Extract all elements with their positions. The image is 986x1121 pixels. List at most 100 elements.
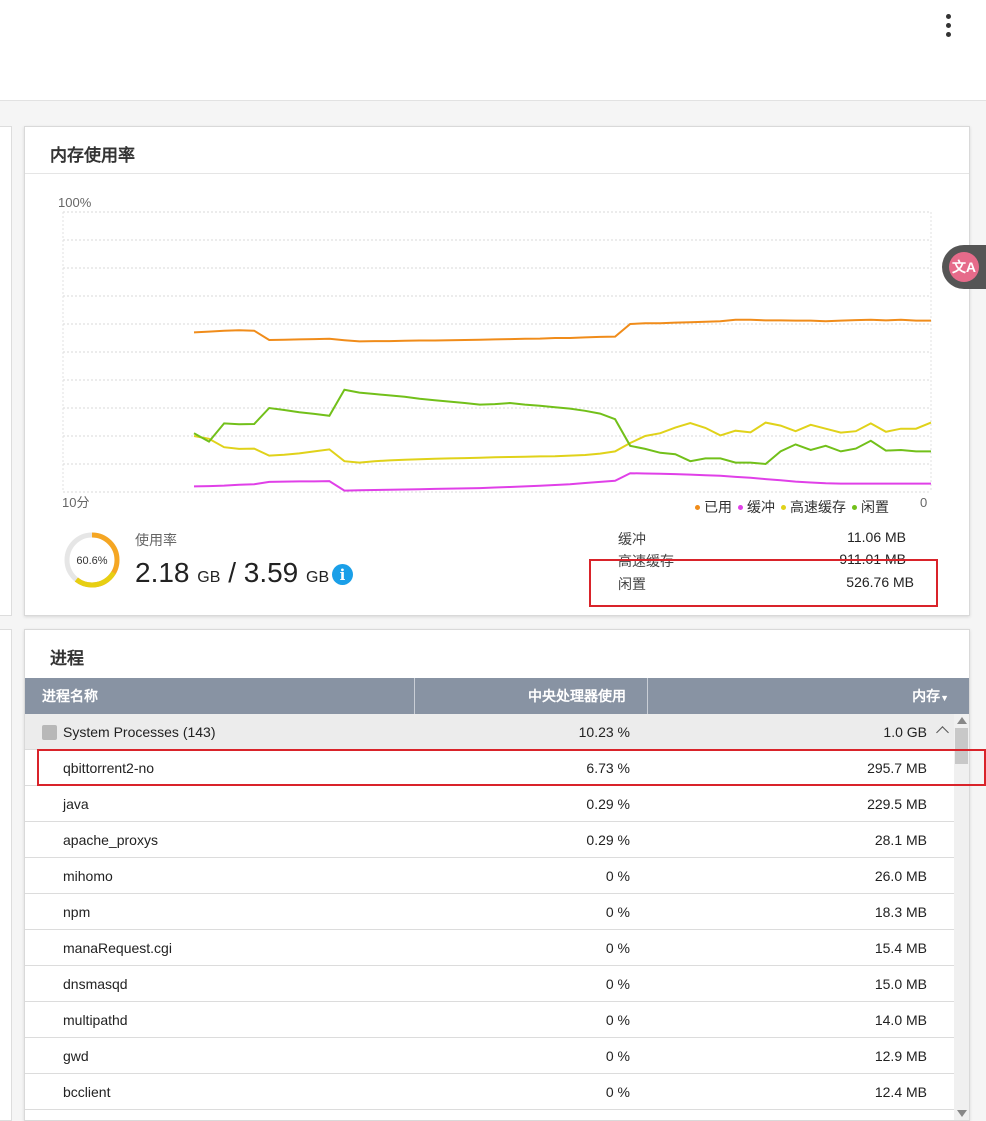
process-group-row[interactable]: System Processes (143) 10.23 % 1.0 GB (25, 714, 955, 750)
stat-value-cache: 911.01 MB (839, 551, 906, 567)
group-cpu: 10.23 % (578, 724, 630, 740)
legend-item-free[interactable]: 闲置 (852, 497, 889, 517)
process-row[interactable]: manaRequest.cgi 0 % 15.4 MB (25, 930, 955, 966)
series-line-used (193, 318, 931, 343)
usage-label: 使用率 (135, 532, 177, 548)
used-memory-unit: GB (197, 569, 221, 586)
used-memory: 2.18 (135, 557, 190, 588)
process-cpu: 0 % (605, 1084, 630, 1100)
scrollbar-thumb[interactable] (955, 728, 968, 764)
system-processes-icon (42, 725, 57, 740)
column-header-memory[interactable]: 内存▼ (885, 678, 949, 714)
column-header-cpu[interactable]: 中央处理器使用率 (528, 688, 626, 740)
process-card: 进程 进程名称 中央处理器使用率 内存▼ System Processes (1… (24, 629, 970, 1121)
legend-dot-used (695, 504, 700, 510)
left-card-bottom (0, 629, 12, 1121)
scroll-down-icon[interactable] (957, 1110, 967, 1117)
process-memory: 295.7 MB (867, 760, 927, 776)
process-row[interactable]: bcclient 0 % 12.4 MB (25, 1074, 955, 1110)
legend-dot-cache (781, 504, 786, 510)
y-axis-top-label: 100% (58, 195, 92, 210)
total-memory-unit: GB (306, 569, 330, 586)
process-row[interactable]: java 0.29 % 229.5 MB (25, 786, 955, 822)
series-line-buffer (193, 472, 931, 492)
process-row[interactable]: qbittorrent2-no 6.73 % 295.7 MB (25, 750, 955, 786)
sort-desc-icon: ▼ (940, 693, 949, 703)
process-cpu: 0 % (605, 1048, 630, 1064)
process-memory: 18.3 MB (874, 904, 927, 920)
process-row[interactable]: multipathd 0 % 14.0 MB (25, 1002, 955, 1038)
process-memory: 15.4 MB (874, 940, 927, 956)
process-memory: 26.0 MB (874, 868, 927, 884)
process-memory: 12.4 MB (874, 1084, 927, 1100)
process-scrollbar[interactable] (954, 714, 969, 1120)
y-axis-bottom-label: 0 (920, 495, 927, 510)
top-bar (0, 0, 986, 101)
process-name: manaRequest.cgi (63, 940, 172, 956)
process-name: npm (63, 904, 91, 920)
stat-label-buffer: 缓冲 (618, 531, 646, 547)
process-cpu: 0 % (605, 976, 630, 992)
process-name: java (63, 796, 89, 812)
stat-value-free: 526.76 MB (846, 574, 914, 590)
process-table-header: 进程名称 中央处理器使用率 内存▼ (25, 678, 969, 740)
process-name: dnsmasqd (63, 976, 128, 992)
legend-dot-buffer (738, 504, 743, 510)
process-cpu: 6.73 % (586, 760, 630, 776)
process-name: qbittorrent2-no (63, 760, 155, 776)
translate-button[interactable]: 文A (942, 245, 986, 289)
legend-label-free: 闲置 (861, 499, 889, 515)
legend-dot-free (852, 504, 857, 510)
usage-donut: 60.6% (64, 532, 120, 588)
stat-label-free: 闲置 (618, 576, 646, 592)
process-row[interactable]: apache_proxys 0.29 % 28.1 MB (25, 822, 955, 858)
process-cpu: 0.29 % (586, 796, 630, 812)
process-memory: 229.5 MB (867, 796, 927, 812)
memory-usage-chart: 100% 10分 0 (58, 195, 932, 510)
process-name: apache_proxys (63, 832, 158, 848)
group-memory: 1.0 GB (883, 724, 927, 740)
series-line-free (193, 388, 931, 466)
process-row[interactable]: gwd 0 % 12.9 MB (25, 1038, 955, 1074)
process-memory: 15.0 MB (874, 976, 927, 992)
process-name: gwd (63, 1048, 89, 1064)
process-row[interactable]: mihomo 0 % 26.0 MB (25, 858, 955, 894)
process-name: multipathd (63, 1012, 128, 1028)
process-cpu: 0 % (605, 904, 630, 920)
legend-label-used: 已用 (704, 499, 732, 515)
process-memory: 14.0 MB (874, 1012, 927, 1028)
memory-usage-card: 内存使用率 100% 10分 0 已用 缓冲 高速缓存 闲置 60.6% 使用率… (24, 126, 970, 616)
column-divider (647, 678, 648, 714)
info-icon[interactable]: i (332, 564, 353, 585)
series-line-cache (193, 421, 932, 464)
process-cpu: 0 % (605, 940, 630, 956)
column-divider (414, 678, 415, 714)
translate-icon: 文A (949, 252, 979, 282)
x-axis-left-label: 10分 (62, 495, 89, 510)
legend-item-used[interactable]: 已用 (695, 497, 732, 517)
process-cpu: 0.29 % (586, 832, 630, 848)
collapse-chevron-icon[interactable] (936, 726, 949, 739)
process-row[interactable]: npm 0 % 18.3 MB (25, 894, 955, 930)
scroll-up-icon[interactable] (957, 717, 967, 724)
legend-item-cache[interactable]: 高速缓存 (781, 497, 846, 517)
stat-value-buffer: 11.06 MB (847, 529, 906, 545)
process-memory: 12.9 MB (874, 1048, 927, 1064)
process-cpu: 0 % (605, 868, 630, 884)
column-header-name[interactable]: 进程名称 (42, 688, 98, 704)
process-row[interactable]: dnsmasqd 0 % 15.0 MB (25, 966, 955, 1002)
process-name: bcclient (63, 1084, 111, 1100)
legend-item-buffer[interactable]: 缓冲 (738, 497, 775, 517)
usage-value: 2.18 GB / 3.59 GB (135, 557, 329, 589)
memory-card-title: 内存使用率 (50, 146, 135, 165)
legend-label-cache: 高速缓存 (790, 499, 846, 515)
chart-legend: 已用 缓冲 高速缓存 闲置 (695, 497, 889, 517)
process-name: mihomo (63, 868, 113, 884)
more-options-icon[interactable] (937, 10, 959, 40)
process-card-title: 进程 (50, 649, 84, 668)
total-memory: 3.59 (243, 557, 299, 588)
process-cpu: 0 % (605, 1012, 630, 1028)
process-memory: 28.1 MB (874, 832, 927, 848)
left-card-top (0, 126, 12, 616)
stat-label-cache: 高速缓存 (618, 553, 674, 569)
